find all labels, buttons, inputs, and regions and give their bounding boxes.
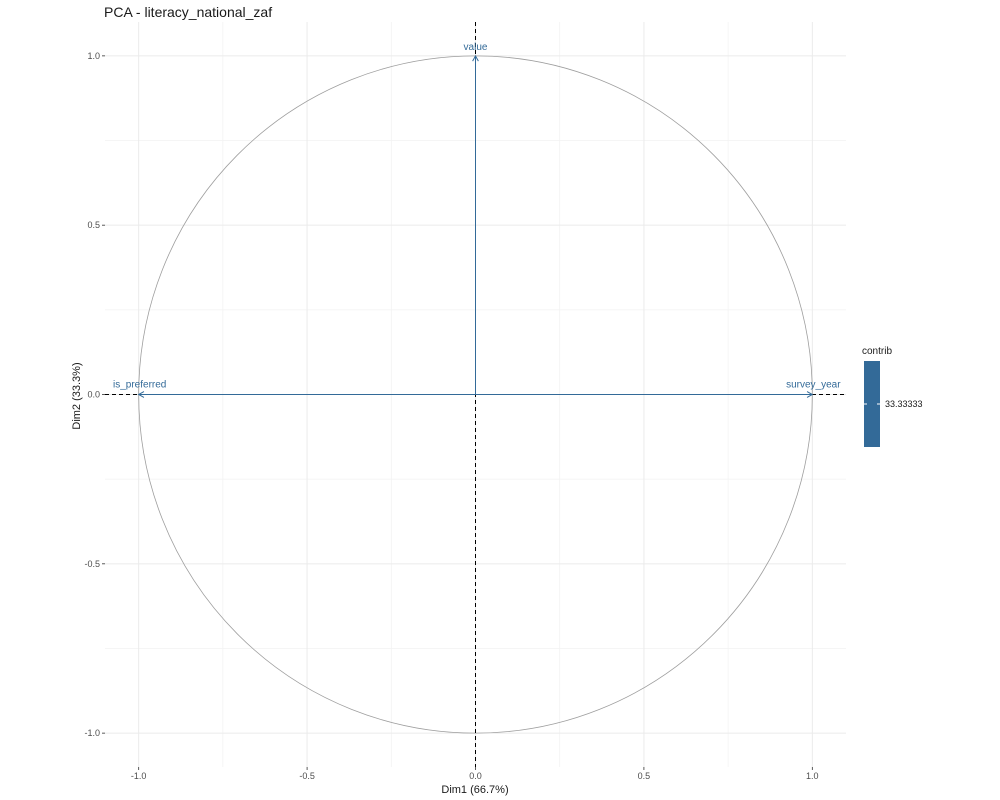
- arrowhead-is_preferred: [137, 391, 145, 398]
- x-tick-label: -0.5: [299, 771, 315, 781]
- y-axis-title: Dim2 (33.3%): [71, 362, 83, 429]
- legend-label: 33.33333: [885, 399, 923, 409]
- x-axis-ticks: -1.0 -0.5 0.0 0.5 1.0: [131, 767, 819, 781]
- arrowhead-value: [472, 54, 479, 62]
- y-tick-label: -1.0: [84, 728, 100, 738]
- variable-label-value: value: [464, 42, 488, 53]
- x-axis-title: Dim1 (66.7%): [441, 784, 508, 796]
- variable-arrows: survey_year is_preferred value: [113, 42, 841, 398]
- x-tick-label: 0.0: [469, 771, 482, 781]
- y-axis-ticks: -1.0 -0.5 0.0 0.5 1.0: [84, 51, 105, 738]
- y-tick-label: 1.0: [87, 51, 100, 61]
- x-tick-label: -1.0: [131, 771, 147, 781]
- x-tick-label: 0.5: [638, 771, 651, 781]
- y-tick-label: -0.5: [84, 559, 100, 569]
- legend-colorbar: [864, 361, 880, 447]
- variable-label-is_preferred: is_preferred: [113, 380, 166, 391]
- x-tick-label: 1.0: [806, 771, 819, 781]
- y-tick-label: 0.0: [87, 390, 100, 400]
- arrowhead-survey_year: [806, 391, 814, 398]
- chart-title: PCA - literacy_national_zaf: [104, 4, 272, 20]
- variable-label-survey_year: survey_year: [786, 380, 841, 391]
- y-tick-label: 0.5: [87, 220, 100, 230]
- legend-title: contrib: [862, 346, 892, 357]
- legend: contrib 33.33333: [862, 346, 923, 447]
